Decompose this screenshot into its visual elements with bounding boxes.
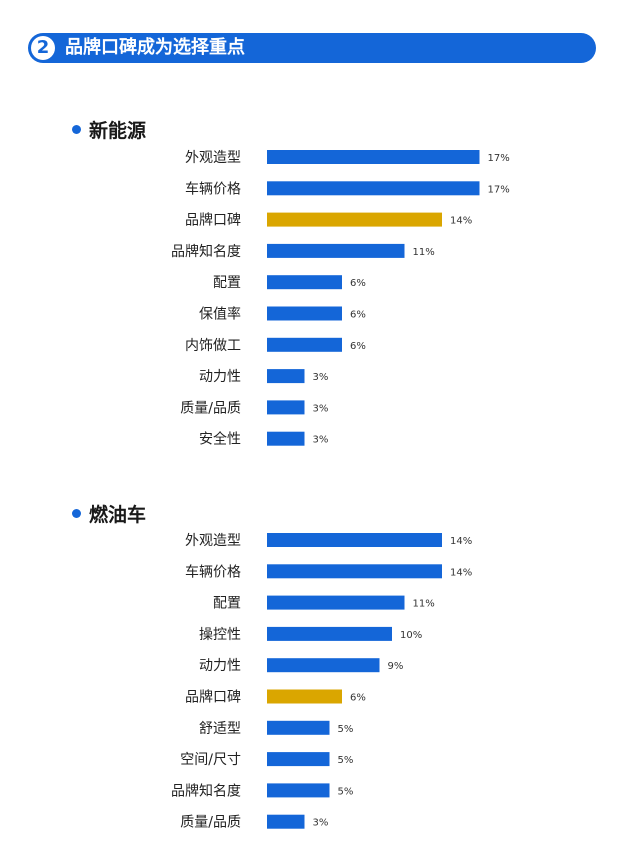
value-label: 5% bbox=[338, 724, 354, 735]
bar bbox=[267, 752, 330, 767]
bar bbox=[267, 369, 305, 384]
category-label: 品牌知名度 bbox=[171, 782, 241, 799]
bar bbox=[267, 431, 305, 446]
bullet-dot-icon bbox=[72, 125, 81, 134]
bar bbox=[267, 564, 442, 579]
chart-title-text: 新能源 bbox=[89, 120, 147, 142]
bar bbox=[267, 658, 380, 673]
value-label: 6% bbox=[350, 341, 366, 352]
category-label: 安全性 bbox=[199, 431, 241, 448]
value-label: 3% bbox=[313, 435, 329, 446]
chart-title-text: 燃油车 bbox=[89, 504, 147, 526]
category-label: 外观造型 bbox=[185, 150, 241, 166]
bar bbox=[267, 626, 392, 641]
category-label: 动力性 bbox=[199, 369, 241, 385]
value-label: 6% bbox=[350, 278, 366, 289]
section-title: 品牌口碑成为选择重点 bbox=[65, 37, 245, 58]
category-label: 质量/品质 bbox=[180, 400, 241, 416]
bar bbox=[267, 814, 305, 829]
category-label: 配置 bbox=[213, 596, 241, 612]
bar bbox=[267, 150, 480, 164]
bar bbox=[267, 306, 342, 321]
value-label: 10% bbox=[400, 630, 422, 641]
category-label: 操控性 bbox=[199, 627, 241, 643]
category-label: 空间/尺寸 bbox=[180, 752, 241, 768]
category-label: 动力性 bbox=[199, 658, 241, 674]
bar bbox=[267, 243, 405, 258]
value-label: 11% bbox=[413, 599, 435, 610]
category-label: 车辆价格 bbox=[185, 180, 241, 197]
category-label: 品牌口碑 bbox=[185, 212, 241, 229]
section-banner: 2 品牌口碑成为选择重点 bbox=[28, 33, 596, 63]
bar bbox=[267, 533, 442, 547]
bar bbox=[267, 275, 342, 290]
category-label: 品牌口碑 bbox=[185, 689, 241, 706]
value-label: 6% bbox=[350, 310, 366, 321]
chart-title-new-energy: 新能源 bbox=[72, 119, 146, 143]
bar bbox=[267, 337, 342, 352]
category-label: 配置 bbox=[213, 275, 241, 291]
section-number-badge: 2 bbox=[31, 36, 55, 60]
value-label: 3% bbox=[313, 372, 329, 383]
value-label: 3% bbox=[313, 403, 329, 414]
bullet-dot-icon bbox=[72, 509, 81, 518]
value-label: 14% bbox=[450, 536, 472, 547]
value-label: 3% bbox=[313, 818, 329, 829]
bar bbox=[267, 689, 342, 704]
category-label: 车辆价格 bbox=[185, 563, 241, 580]
category-label: 外观造型 bbox=[185, 533, 241, 549]
category-label: 内饰做工 bbox=[185, 338, 241, 354]
category-label: 质量/品质 bbox=[180, 815, 241, 831]
bar bbox=[267, 783, 330, 798]
bar bbox=[267, 181, 480, 196]
value-label: 17% bbox=[488, 153, 510, 164]
bar bbox=[267, 595, 405, 610]
value-label: 11% bbox=[413, 247, 435, 258]
value-label: 14% bbox=[450, 216, 472, 227]
value-label: 5% bbox=[338, 755, 354, 766]
value-label: 5% bbox=[338, 786, 354, 797]
value-label: 6% bbox=[350, 693, 366, 704]
value-label: 9% bbox=[388, 661, 404, 672]
bar bbox=[267, 720, 330, 735]
bar bbox=[267, 400, 305, 415]
chart-title-fuel: 燃油车 bbox=[72, 503, 146, 527]
value-label: 17% bbox=[488, 184, 510, 195]
category-label: 保值率 bbox=[199, 306, 241, 323]
value-label: 14% bbox=[450, 567, 472, 578]
category-label: 品牌知名度 bbox=[171, 243, 241, 260]
category-label: 舒适型 bbox=[199, 721, 241, 737]
bar bbox=[267, 212, 442, 227]
